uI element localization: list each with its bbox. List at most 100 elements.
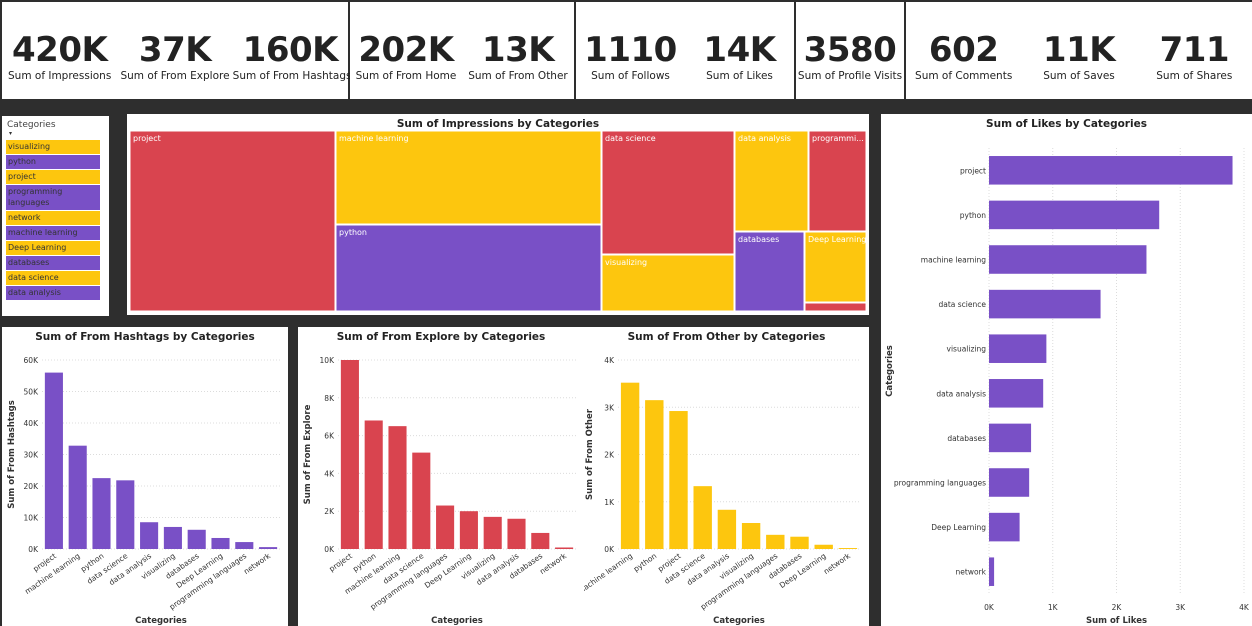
kpi-from-other[interactable]: 13K Sum of From Other xyxy=(462,2,574,99)
y-axis-title: Sum of From Hashtags xyxy=(7,400,17,509)
treemap-tile[interactable] xyxy=(601,130,735,255)
bar[interactable] xyxy=(412,452,431,549)
y-tick-label: data analysis xyxy=(936,389,986,398)
y-tick-label: 60K xyxy=(24,356,40,365)
kpi-from-explore[interactable]: 37K Sum of From Explore xyxy=(117,2,232,99)
explore-title: Sum of From Explore by Categories xyxy=(336,331,546,343)
x-tick-label: network xyxy=(822,551,853,576)
bar[interactable] xyxy=(766,534,785,549)
treemap-tile[interactable] xyxy=(601,254,735,312)
y-tick-label: 10K xyxy=(320,356,336,365)
bar[interactable] xyxy=(116,480,135,549)
y-tick-label: 0K xyxy=(604,545,615,554)
bar[interactable] xyxy=(555,547,574,549)
slicer-item[interactable]: databases xyxy=(6,256,100,270)
slicer-item[interactable]: programming languages xyxy=(6,185,100,210)
slicer-item[interactable]: machine learning xyxy=(6,226,100,240)
slicer-item[interactable]: visualizing xyxy=(6,140,100,154)
bar[interactable] xyxy=(741,523,761,549)
kpi-group-3: 1110 Sum of Follows 14K Sum of Likes xyxy=(576,2,794,99)
treemap-tile[interactable] xyxy=(734,231,805,312)
y-tick-label: 4K xyxy=(324,469,335,478)
x-axis-title: Categories xyxy=(713,616,765,626)
kpi-label: Sum of From Home xyxy=(355,70,457,82)
slicer-item[interactable]: network xyxy=(6,211,100,225)
treemap-tile[interactable] xyxy=(804,302,867,312)
bar[interactable] xyxy=(989,245,1147,274)
kpi-from-home[interactable]: 202K Sum of From Home xyxy=(350,2,462,99)
bar[interactable] xyxy=(838,548,858,549)
treemap-tile[interactable] xyxy=(808,130,867,232)
bar[interactable] xyxy=(989,557,995,586)
y-tick-label: programming languages xyxy=(894,479,986,488)
bar[interactable] xyxy=(211,537,230,549)
x-tick-label: network xyxy=(538,551,569,576)
bar[interactable] xyxy=(68,445,87,549)
kpi-saves[interactable]: 11K Sum of Saves xyxy=(1021,2,1136,99)
bar[interactable] xyxy=(989,423,1032,453)
kpi-comments[interactable]: 602 Sum of Comments xyxy=(906,2,1021,99)
kpi-profile-visits[interactable]: 3580 Sum of Profile Visits xyxy=(796,2,904,99)
treemap-tile[interactable] xyxy=(129,130,336,312)
bar[interactable] xyxy=(235,542,254,549)
bar[interactable] xyxy=(989,289,1101,319)
bar[interactable] xyxy=(989,156,1233,185)
bar[interactable] xyxy=(92,478,111,549)
treemap-chart: project machine learning python data scienc… xyxy=(129,130,867,312)
y-tick-label: 6K xyxy=(324,432,335,441)
kpi-group-4: 3580 Sum of Profile Visits xyxy=(796,2,904,99)
kpi-label: Sum of Saves xyxy=(1043,70,1115,82)
bar[interactable] xyxy=(187,529,206,549)
treemap-tile-label: project xyxy=(133,134,161,143)
x-tick-label: project xyxy=(327,551,354,573)
slicer-item[interactable]: data science xyxy=(6,271,100,285)
treemap-tile[interactable] xyxy=(335,130,602,225)
bar[interactable] xyxy=(693,486,712,549)
bar[interactable] xyxy=(531,532,550,549)
treemap-tile[interactable] xyxy=(734,130,809,232)
bar[interactable] xyxy=(459,511,478,549)
y-tick-label: 50K xyxy=(24,388,40,397)
kpi-shares[interactable]: 711 Sum of Shares xyxy=(1137,2,1252,99)
bar[interactable] xyxy=(340,360,359,549)
bar[interactable] xyxy=(989,468,1030,497)
bar[interactable] xyxy=(620,382,640,549)
bar[interactable] xyxy=(717,509,737,549)
hashtags-title: Sum of From Hashtags by Categories xyxy=(35,331,255,343)
bar[interactable] xyxy=(989,512,1020,542)
bar[interactable] xyxy=(259,547,278,549)
slicer-item[interactable]: Deep Learning xyxy=(6,241,100,255)
treemap-tile[interactable] xyxy=(335,224,602,312)
bar[interactable] xyxy=(989,200,1160,230)
bar[interactable] xyxy=(507,518,526,549)
treemap-tile-label: Deep Learning xyxy=(808,235,866,244)
bar[interactable] xyxy=(790,536,809,549)
kpi-label: Sum of Impressions xyxy=(8,70,112,82)
chevron-down-icon[interactable]: ▾ xyxy=(9,130,13,137)
bar[interactable] xyxy=(989,379,1044,408)
bar[interactable] xyxy=(436,505,455,549)
bar[interactable] xyxy=(44,372,63,549)
bar[interactable] xyxy=(989,334,1047,363)
bar[interactable] xyxy=(645,400,664,549)
kpi-impressions[interactable]: 420K Sum of Impressions xyxy=(2,2,117,99)
bar[interactable] xyxy=(163,526,182,549)
bar[interactable] xyxy=(140,522,159,549)
bar[interactable] xyxy=(483,516,502,549)
bar[interactable] xyxy=(814,544,833,549)
bar[interactable] xyxy=(669,411,688,549)
slicer-item[interactable]: project xyxy=(6,170,100,184)
bar[interactable] xyxy=(364,420,383,549)
kpi-from-hashtags[interactable]: 160K Sum of From Hashtags xyxy=(233,2,352,99)
bar[interactable] xyxy=(388,426,407,549)
y-tick-label: 2K xyxy=(604,451,615,460)
kpi-follows[interactable]: 1110 Sum of Follows xyxy=(576,2,685,99)
kpi-label: Sum of Shares xyxy=(1156,70,1233,82)
slicer-item[interactable]: python xyxy=(6,155,100,169)
y-tick-label: 30K xyxy=(24,451,40,460)
kpi-likes[interactable]: 14K Sum of Likes xyxy=(685,2,794,99)
treemap-tile[interactable] xyxy=(804,231,867,303)
slicer-item[interactable]: data analysis xyxy=(6,286,100,300)
